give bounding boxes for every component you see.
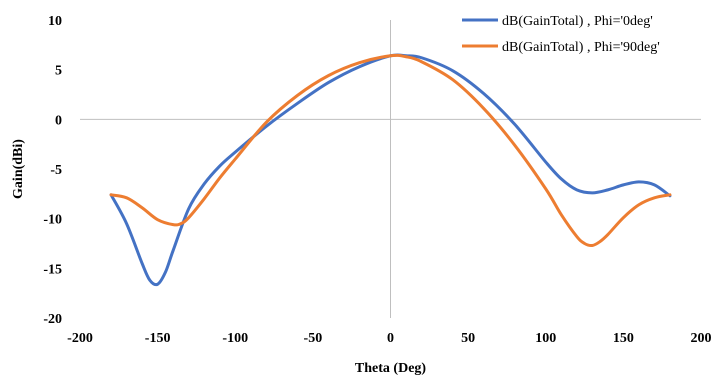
x-tick-label: 50 bbox=[461, 331, 475, 346]
x-tick-labels: -200 -150 -100 -50 0 50 100 150 200 bbox=[67, 331, 711, 346]
legend: dB(GainTotal) , Phi='0deg' dB(GainTotal)… bbox=[462, 14, 660, 55]
y-tick-label: 0 bbox=[55, 113, 62, 128]
legend-label-phi-0: dB(GainTotal) , Phi='0deg' bbox=[502, 14, 653, 29]
series-line-phi-90 bbox=[109, 53, 672, 248]
x-tick-label: -100 bbox=[222, 331, 248, 346]
x-tick-label: 100 bbox=[535, 331, 556, 346]
y-tick-label: -5 bbox=[50, 163, 62, 178]
x-tick-label: -50 bbox=[304, 331, 323, 346]
x-axis-title: Theta (Deg) bbox=[355, 361, 426, 376]
y-tick-labels: -20 -15 -10 -5 0 5 10 bbox=[43, 14, 62, 327]
y-tick-label: -15 bbox=[43, 262, 62, 277]
y-tick-label: 10 bbox=[48, 14, 62, 29]
x-tick-label: -200 bbox=[67, 331, 93, 346]
y-tick-label: -20 bbox=[43, 312, 62, 327]
x-tick-label: 200 bbox=[691, 331, 712, 346]
axes-group bbox=[80, 20, 701, 318]
y-axis-title: Gain(dBi) bbox=[11, 139, 26, 199]
x-tick-label: 150 bbox=[613, 331, 634, 346]
legend-label-phi-90: dB(GainTotal) , Phi='90deg' bbox=[502, 40, 660, 55]
series-line-phi-0 bbox=[109, 53, 672, 287]
y-tick-label: 5 bbox=[55, 64, 62, 79]
x-tick-label: 0 bbox=[387, 331, 394, 346]
x-tick-label: -150 bbox=[145, 331, 171, 346]
y-tick-label: -10 bbox=[43, 213, 62, 228]
series-layer bbox=[109, 53, 672, 287]
